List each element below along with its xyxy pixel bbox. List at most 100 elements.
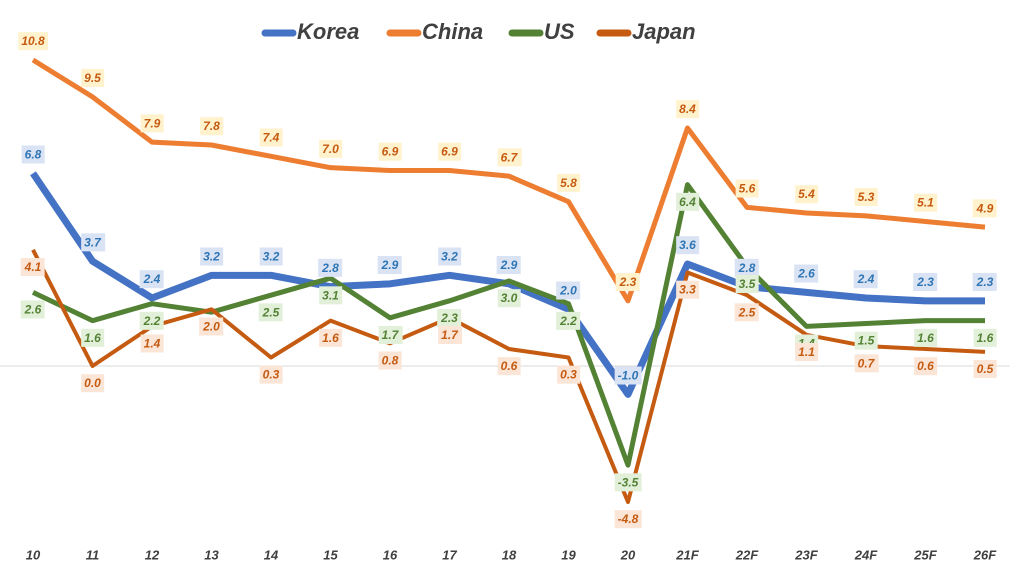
data-label-box [914,328,938,347]
data-label-text: 7.4 [263,131,280,145]
x-tick-label: 11 [86,547,100,562]
x-tick-label: 10 [26,547,41,562]
x-tick-label: 16 [383,547,398,562]
data-label: 2.8 [734,258,759,277]
data-label: 6.4 [676,192,700,211]
data-label-box [258,303,283,322]
data-label-text: 1.6 [977,331,994,345]
data-label-box [854,331,878,350]
series-line [31,182,985,468]
data-label-box [676,192,700,211]
data-label-box [139,311,164,330]
data-label: 2.2 [556,311,581,330]
data-label: 3.1 [319,286,343,305]
x-tick-label: 25F [913,547,937,562]
data-label-text: 1.6 [84,331,101,345]
data-label-text: -1.0 [618,369,639,383]
data-label: 2.8 [318,258,343,277]
data-label-box [676,280,700,299]
data-label-text: 0.7 [858,356,876,370]
data-label-box [259,365,283,384]
data-label-box [853,270,878,289]
data-label-text: 3.2 [263,250,280,264]
data-label: 5.1 [914,193,938,212]
data-label: 3.2 [438,247,462,266]
x-tick-label: 18 [502,547,517,562]
data-label-text: 3.3 [679,283,696,297]
data-label-box [497,289,521,308]
data-label-text: 5.8 [560,176,577,190]
data-label-box [735,179,759,198]
data-label: 1.4 [140,334,164,353]
data-label-box [81,328,105,347]
data-label-text: 5.4 [798,187,815,201]
data-label: 1.6 [973,328,997,347]
data-label-box [614,366,642,385]
data-label-box [20,258,45,277]
data-label-box [81,233,106,252]
data-label-box [972,199,997,218]
x-tick-label: 13 [204,547,219,562]
data-label: 1.5 [854,331,878,350]
data-label: 6.9 [378,142,402,161]
data-label: 3.6 [676,236,700,255]
data-label: 1.6 [81,328,105,347]
data-label-box [200,247,224,266]
data-label-text: 3.0 [501,291,518,305]
data-label: 7.9 [140,114,164,133]
data-label: 3.2 [259,247,283,266]
data-label-text: 2.3 [916,275,934,289]
data-label-box [795,343,819,362]
data-label: 4.9 [972,199,997,218]
data-label-text: 0.3 [560,368,577,382]
data-label-box [497,148,522,167]
data-label-text: 2.2 [559,314,577,328]
data-label-box [378,351,402,370]
data-label-text: 2.0 [202,320,220,334]
data-label-box [81,69,105,88]
series-line [31,248,986,504]
data-label-text: 1.1 [798,345,815,359]
data-label: 3.0 [497,289,521,308]
data-label: 9.5 [81,69,105,88]
data-label-text: 5.3 [858,190,875,204]
data-label-box [199,317,224,336]
data-label-text: -3.5 [618,475,639,489]
data-label: 0.5 [973,360,997,379]
data-label-text: 3.6 [679,238,696,252]
data-label: 0.0 [81,374,105,393]
data-label-text: 5.6 [739,182,756,196]
data-label-text: 0.5 [977,362,994,376]
data-label-text: 0.6 [501,359,518,373]
data-label: 0.8 [378,351,402,370]
data-label-box [972,273,997,292]
data-label-text: 3.2 [441,250,458,264]
legend-label: US [544,19,575,44]
data-label-box [556,281,581,300]
data-label-box [913,273,938,292]
data-label: 0.3 [259,365,283,384]
data-label-box [318,258,343,277]
x-tick-label: 22F [735,547,759,562]
data-label-box [438,142,462,161]
data-label-box [438,247,462,266]
data-label: -3.5 [614,473,642,492]
data-label-text: 7.0 [322,142,339,156]
data-label-box [139,270,164,289]
data-label: 1.7 [438,326,463,345]
data-label-box [615,273,640,292]
x-tick-label: 15 [323,547,338,562]
data-label: 2.4 [853,270,878,289]
data-label-text: 0.0 [84,376,101,390]
data-label-box [735,275,759,294]
data-label-text: 3.1 [322,288,339,302]
data-label: 5.8 [557,173,581,192]
data-label-box [557,365,581,384]
data-label: 2.5 [258,303,283,322]
data-label-text: 1.6 [917,331,934,345]
data-label: 2.9 [496,256,521,275]
data-label: 2.5 [734,303,759,322]
data-label-text: 2.6 [24,303,42,317]
data-label-text: 1.6 [322,331,339,345]
